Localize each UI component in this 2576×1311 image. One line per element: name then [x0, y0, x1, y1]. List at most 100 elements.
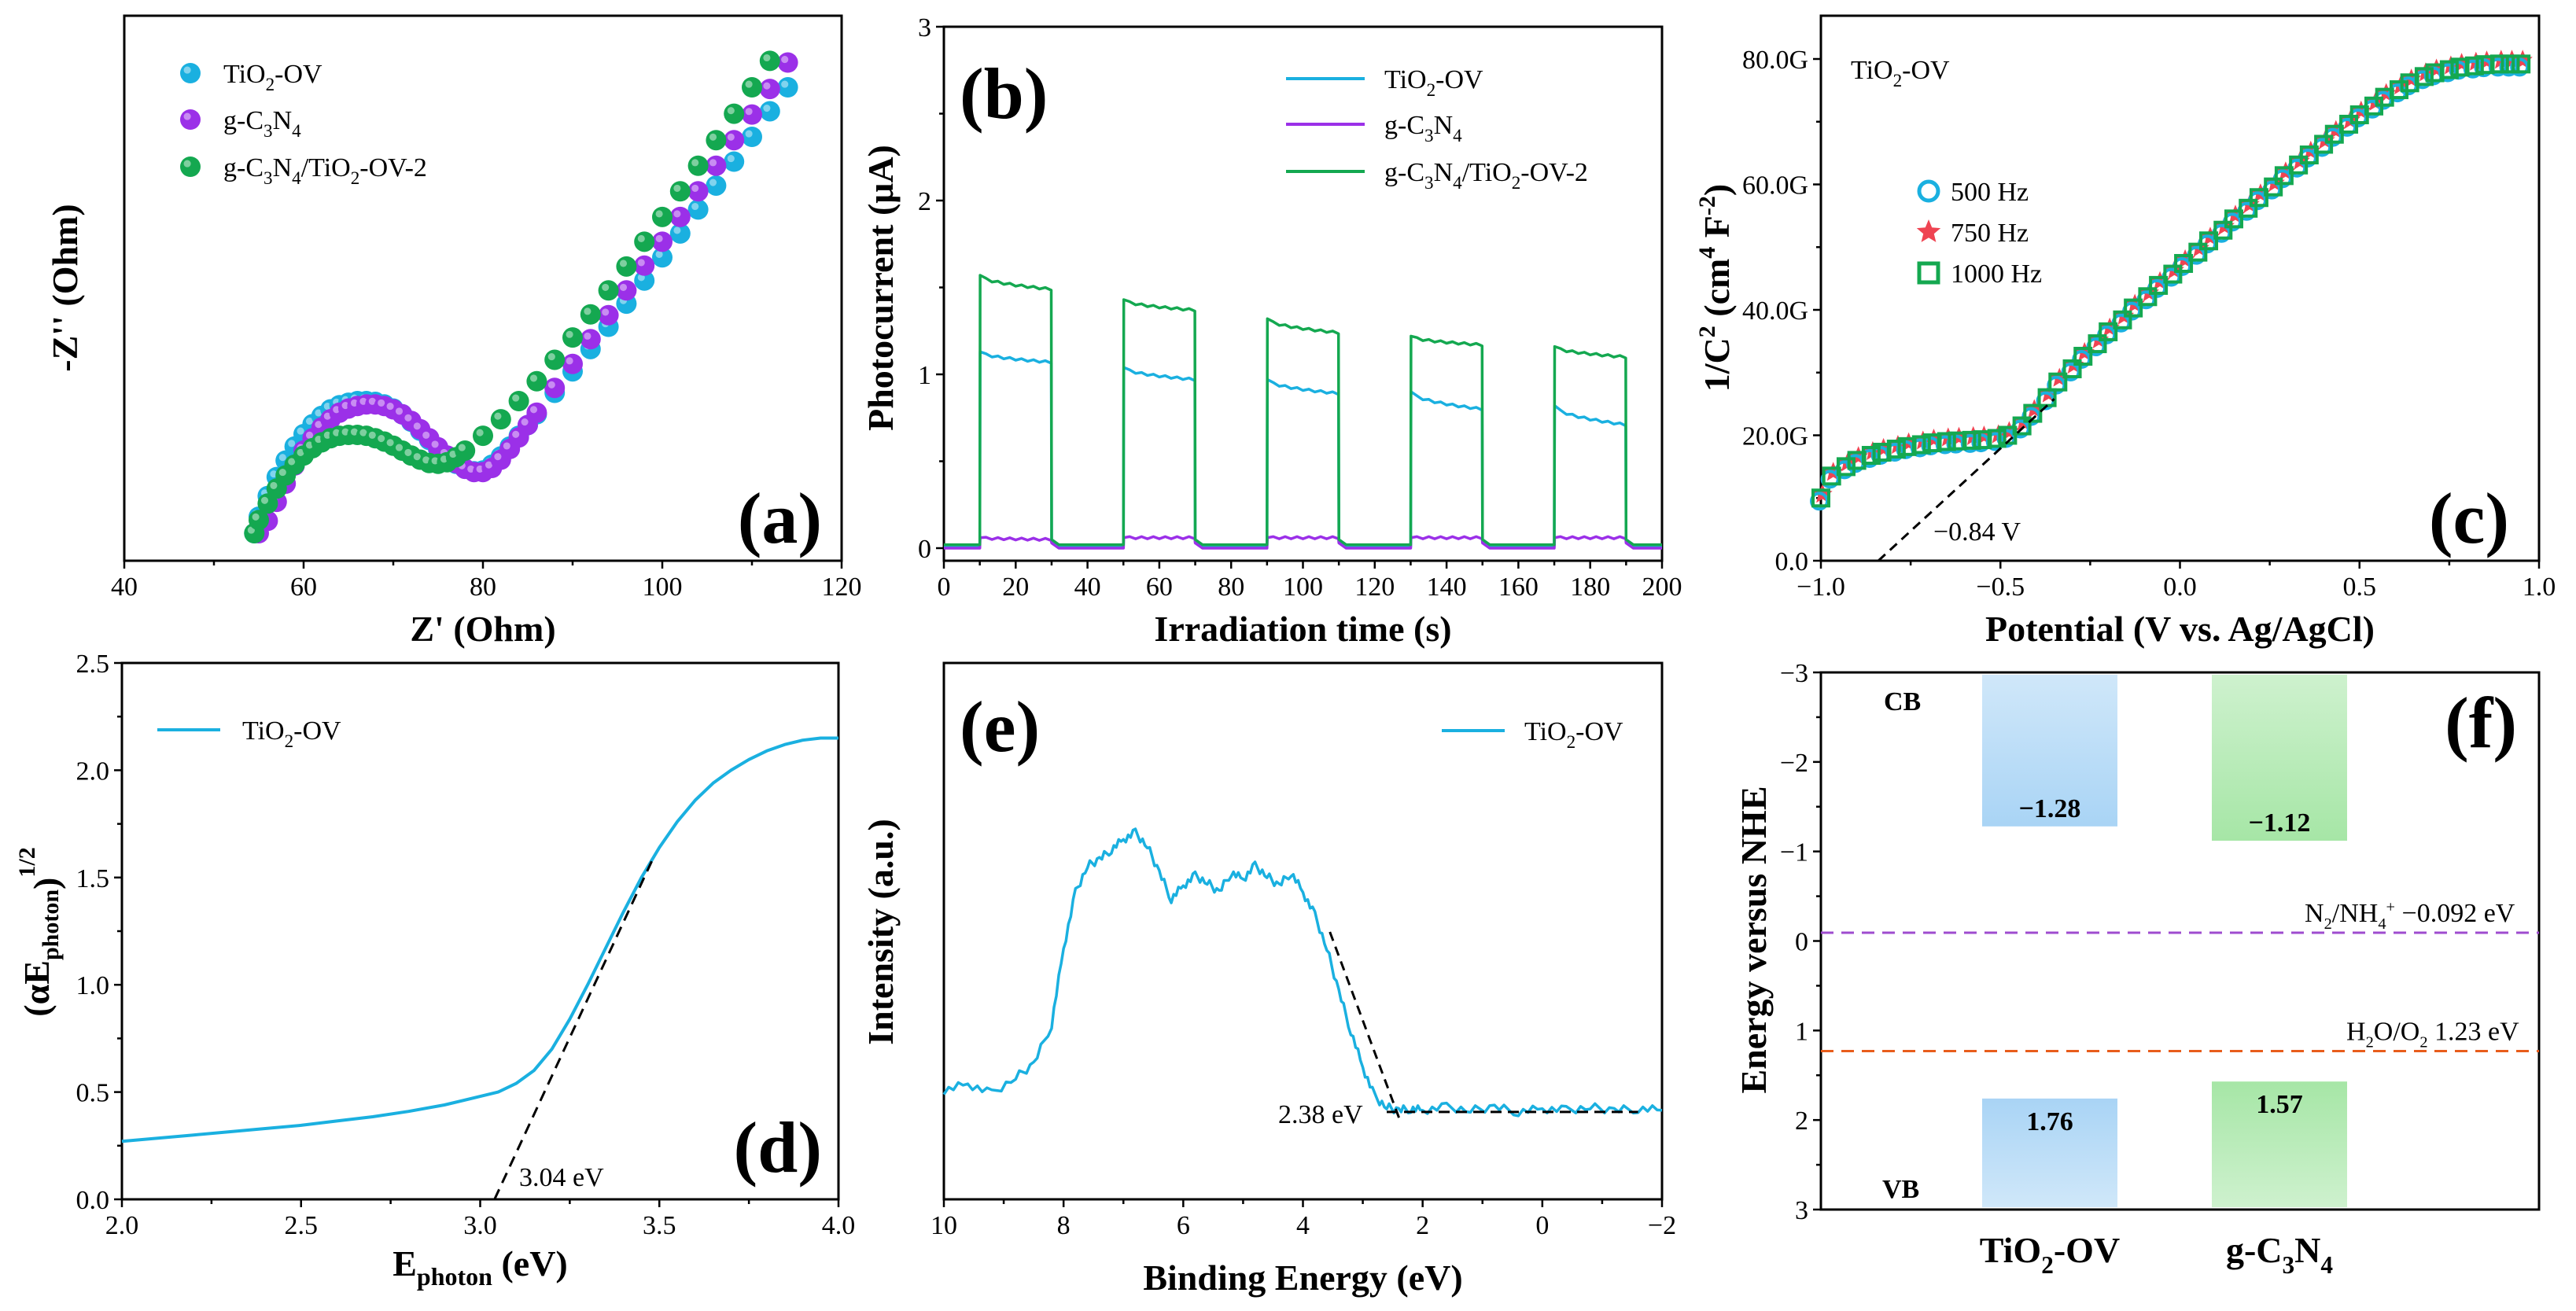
- a-point-1: [526, 402, 547, 423]
- a-legend-marker-highlight: [183, 66, 191, 74]
- a-point-1-highlight: [305, 431, 314, 439]
- a-point-0-highlight: [288, 440, 296, 447]
- d-fit-line: [493, 860, 654, 1200]
- b-xtick-label: 40: [1074, 573, 1101, 602]
- d-xlabel: Ephoton​ (eV): [392, 1243, 568, 1291]
- a-point-2-highlight: [333, 429, 341, 436]
- c-point-1000hz: [2489, 54, 2509, 74]
- c-ytick-label: 60.0G: [1742, 171, 1808, 201]
- a-point-0-highlight: [673, 226, 681, 234]
- a-point-2-highlight: [278, 469, 286, 477]
- c-ytick-label: 40.0G: [1742, 296, 1808, 326]
- c-point-1000hz: [2249, 188, 2268, 208]
- a-point-2-highlight: [323, 431, 331, 439]
- a-point-0: [706, 175, 727, 196]
- a-point-0-highlight: [270, 470, 278, 478]
- c-xtick-label: −0.5: [1976, 573, 2025, 602]
- c-point-1000hz: [2239, 198, 2258, 218]
- a-point-1-highlight: [476, 465, 484, 473]
- a-xtick-label: 40: [111, 573, 138, 602]
- a-point-0: [742, 127, 762, 147]
- f-axes-frame: [1819, 671, 2541, 1211]
- f-cb-bar-0: [1982, 675, 2117, 827]
- e-series-line: [942, 827, 1663, 1118]
- d-axes-frame: [120, 661, 840, 1201]
- f-vb-bar-1: [2212, 1081, 2347, 1207]
- a-point-1-highlight: [503, 442, 510, 450]
- a-point-2-highlight: [494, 412, 502, 420]
- a-point-1-highlight: [566, 357, 573, 365]
- a-xtick-label: 60: [290, 573, 317, 602]
- f-vb-label: 1.76: [2026, 1107, 2073, 1136]
- a-point-0: [759, 101, 780, 122]
- c-point-1000hz: [2124, 298, 2143, 318]
- a-point-0-highlight: [297, 427, 304, 435]
- d-xtick-label: 3.5: [643, 1211, 676, 1240]
- a-point-2-highlight: [619, 260, 628, 267]
- f-ytick-label: 1: [1795, 1017, 1808, 1046]
- a-point-1-highlight: [315, 421, 322, 429]
- a-point-1: [777, 52, 798, 73]
- f-ytick-label: 3: [1795, 1196, 1808, 1225]
- c-point-1000hz: [2113, 310, 2132, 330]
- a-point-1-highlight: [547, 381, 555, 389]
- b-xlabel: Irradiation time (s): [1154, 609, 1451, 649]
- e-panel-label: (e): [960, 687, 1040, 767]
- a-point-2-highlight: [378, 435, 385, 443]
- c-legend-marker-500: [1917, 179, 1940, 203]
- e-xtick-label: 4: [1296, 1211, 1310, 1240]
- a-point-1-highlight: [485, 461, 493, 469]
- a-point-2-highlight: [297, 448, 304, 456]
- a-point-0-highlight: [305, 417, 314, 425]
- a-point-2: [455, 440, 476, 461]
- f-category-label: TiO2​-OV: [1980, 1230, 2120, 1279]
- a-point-0-highlight: [763, 105, 771, 112]
- f-ytick-label: 2: [1795, 1107, 1808, 1136]
- b-ytick-label: 3: [918, 13, 931, 42]
- b-xtick-label: 0: [938, 573, 951, 602]
- a-point-2-highlight: [422, 456, 430, 464]
- b-ylabel: Photocurrent (μA): [861, 145, 901, 431]
- a-legend-marker-highlight: [183, 112, 191, 120]
- c-point-1000hz: [2188, 242, 2208, 262]
- a-point-0-highlight: [727, 155, 735, 163]
- d-xtick-label: 2.5: [285, 1211, 319, 1240]
- f-vb-label: 1.57: [2256, 1090, 2303, 1119]
- a-point-2-highlight: [476, 429, 484, 436]
- c-ytick-label: 20.0G: [1742, 422, 1808, 451]
- b-series-line-1: [944, 535, 1662, 550]
- a-point-2-highlight: [458, 444, 466, 451]
- a-point-1-highlight: [512, 430, 520, 438]
- c-annotation: −0.84 V: [1933, 517, 2021, 547]
- c-point-1000hz: [1987, 429, 2007, 448]
- a-point-2: [526, 370, 547, 392]
- b-xtick-label: 60: [1146, 573, 1173, 602]
- a-point-1-highlight: [637, 259, 645, 267]
- a-point-1: [706, 155, 727, 176]
- c-point-1000hz: [2023, 403, 2043, 423]
- a-point-1-highlight: [323, 412, 331, 420]
- b-series-line-0: [944, 350, 1662, 548]
- c-point-1000hz: [2138, 287, 2158, 307]
- a-point-2: [562, 327, 583, 348]
- a-point-1-highlight: [763, 82, 771, 90]
- c-ytick-label: 80.0G: [1742, 46, 1808, 75]
- b-xtick-label: 200: [1642, 573, 1682, 602]
- b-ytick-label: 0: [918, 535, 931, 564]
- a-point-2: [580, 304, 601, 325]
- c-legend-label: 750 Hz: [1951, 219, 2029, 248]
- a-point-2-highlight: [260, 496, 269, 504]
- c-point-1000hz: [2199, 231, 2219, 251]
- a-point-1-highlight: [655, 234, 663, 243]
- a-point-1-highlight: [619, 283, 628, 291]
- c-point-1000hz: [2088, 334, 2107, 354]
- a-point-2-highlight: [413, 453, 421, 461]
- b-panel-label: (b): [960, 53, 1048, 134]
- a-point-1: [544, 377, 566, 399]
- a-point-2-highlight: [566, 330, 573, 338]
- a-point-1-highlight: [413, 422, 421, 430]
- a-xtick-label: 120: [822, 573, 862, 602]
- a-point-1: [669, 206, 691, 227]
- a-point-1: [598, 304, 619, 326]
- f-n2-label: N2​/NH4​+​ −0.092 eV: [2305, 898, 2515, 933]
